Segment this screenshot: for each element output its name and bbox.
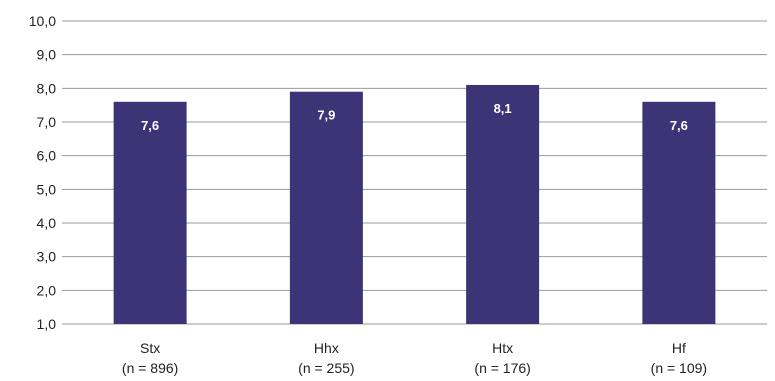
y-tick-label: 4,0 [37, 215, 57, 231]
bar-hf [642, 101, 716, 324]
x-category-label: Hf [672, 340, 686, 356]
bars [113, 84, 716, 324]
data-label: 7,6 [141, 118, 159, 133]
x-category-sublabel: (n = 896) [122, 360, 178, 376]
y-tick-label: 2,0 [37, 282, 57, 298]
y-tick-label: 5,0 [37, 181, 57, 197]
data-label: 7,6 [670, 118, 688, 133]
x-category-sublabel: (n = 176) [474, 360, 530, 376]
bar-stx [113, 101, 187, 324]
y-tick-label: 10,0 [29, 13, 56, 29]
data-label: 8,1 [494, 101, 512, 116]
x-category-label: Htx [492, 340, 513, 356]
y-tick-label: 9,0 [37, 47, 57, 63]
y-tick-label: 8,0 [37, 80, 57, 96]
x-category-sublabel: (n = 255) [298, 360, 354, 376]
bar-hhx [289, 91, 363, 324]
x-category-label: Hhx [314, 340, 339, 356]
x-axis: Stx (n = 896) Hhx (n = 255) Htx (n = 176) Hf (n… [122, 340, 707, 376]
bar-htx [466, 84, 540, 324]
data-labels: 7,6 7,9 8,1 7,6 [141, 101, 688, 133]
y-tick-label: 6,0 [37, 148, 57, 164]
x-category-label: Stx [140, 340, 160, 356]
y-tick-label: 3,0 [37, 249, 57, 265]
y-tick-label: 7,0 [37, 114, 57, 130]
x-category-sublabel: (n = 109) [651, 360, 707, 376]
y-axis: 1,0 2,0 3,0 4,0 5,0 6,0 7,0 8,0 9,0 10,0 [29, 13, 56, 332]
data-label: 7,9 [317, 108, 335, 123]
y-tick-label: 1,0 [37, 316, 57, 332]
